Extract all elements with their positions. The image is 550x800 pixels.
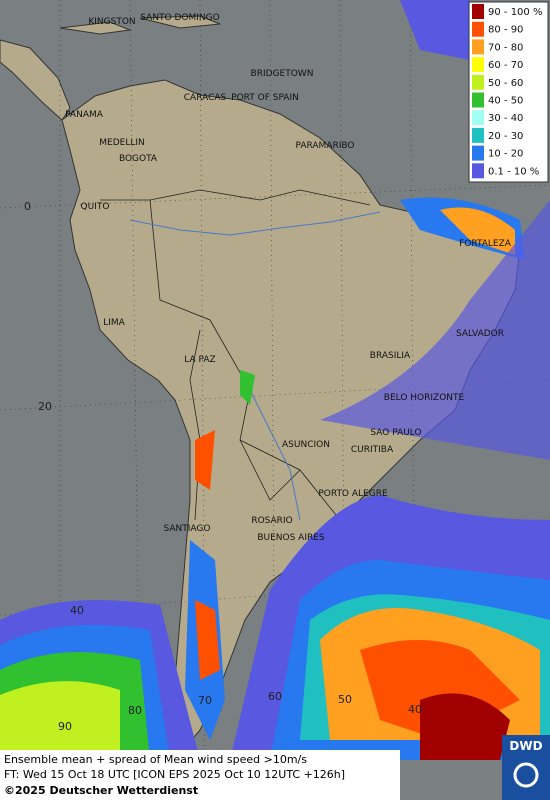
latitude-labels: 0 20 40 bbox=[24, 200, 84, 617]
city-label: BELO HORIZONTE bbox=[384, 393, 465, 403]
legend-label: 0.1 - 10 % bbox=[488, 166, 539, 177]
legend-swatch bbox=[472, 4, 484, 19]
legend-label: 10 - 20 bbox=[488, 149, 523, 160]
city-label: PARAMARIBO bbox=[296, 141, 355, 151]
longitude-labels: 90 80 70 60 50 40 bbox=[58, 690, 422, 733]
city-label: KINGSTON bbox=[88, 17, 135, 27]
city-label: LA PAZ bbox=[184, 355, 215, 365]
footer-title: Ensemble mean + spread of Mean wind spee… bbox=[4, 753, 307, 766]
legend-label: 60 - 70 bbox=[488, 60, 523, 71]
logo-icon bbox=[513, 762, 539, 788]
city-label: BRASILIA bbox=[370, 351, 411, 361]
longitude-label: 90 bbox=[58, 720, 72, 733]
city-label: PORT OF SPAIN bbox=[231, 93, 299, 103]
city-label: LIMA bbox=[103, 318, 125, 328]
legend-swatch bbox=[472, 39, 484, 55]
legend-label: 80 - 90 bbox=[488, 25, 523, 36]
city-label: BRIDGETOWN bbox=[251, 69, 314, 79]
latitude-label: 40 bbox=[70, 604, 84, 617]
legend-label: 30 - 40 bbox=[488, 113, 523, 124]
footer-time: FT: Wed 15 Oct 18 UTC [ICON EPS 2025 Oct… bbox=[4, 768, 345, 781]
legend-label: 20 - 30 bbox=[488, 131, 523, 142]
longitude-label: 40 bbox=[408, 703, 422, 716]
legend-label: 70 - 80 bbox=[488, 42, 523, 53]
city-label: SANTIAGO bbox=[164, 524, 211, 534]
city-label: PANAMA bbox=[65, 110, 104, 120]
legend-swatch bbox=[472, 163, 484, 179]
city-labels: KINGSTON SANTO DOMINGO BRIDGETOWN CARACAS PO… bbox=[65, 13, 512, 543]
longitude-label: 60 bbox=[268, 690, 282, 703]
latitude-label: 20 bbox=[38, 400, 52, 413]
legend-swatch bbox=[472, 145, 484, 161]
legend-swatch bbox=[472, 92, 484, 108]
legend-swatch bbox=[472, 127, 484, 143]
rivers bbox=[129, 211, 381, 521]
city-label: BOGOTA bbox=[119, 154, 158, 164]
legend-swatch bbox=[472, 74, 484, 90]
longitude-label: 80 bbox=[128, 704, 142, 717]
city-label: ROSARIO bbox=[251, 516, 292, 526]
logo: DWD bbox=[509, 739, 542, 753]
city-label: QUITO bbox=[81, 202, 110, 212]
legend-label: 50 - 60 bbox=[488, 78, 523, 89]
longitude-label: 70 bbox=[198, 694, 212, 707]
land bbox=[0, 15, 521, 743]
city-label: ASUNCION bbox=[282, 440, 330, 450]
city-label: SAO PAULO bbox=[370, 428, 421, 438]
city-label: MEDELLIN bbox=[99, 138, 144, 148]
logo-box bbox=[502, 735, 550, 800]
city-label: BUENOS AIRES bbox=[257, 533, 325, 543]
city-label: CARACAS bbox=[184, 93, 227, 103]
legend: 90 - 100 % 80 - 90 70 - 80 60 - 70 50 - 60 40… bbox=[468, 1, 549, 183]
city-label: CURITIBA bbox=[351, 445, 394, 455]
legend-label: 90 - 100 % bbox=[488, 7, 542, 18]
legend-swatch bbox=[472, 21, 484, 37]
wind-probability bbox=[0, 0, 550, 760]
city-label: SANTO DOMINGO bbox=[140, 13, 219, 23]
city-label: SALVADOR bbox=[456, 329, 504, 339]
footer-box bbox=[0, 750, 400, 800]
longitude-label: 50 bbox=[338, 693, 352, 706]
copyright: ©2025 Deutscher Wetterdienst bbox=[4, 784, 198, 797]
legend-label: 40 - 50 bbox=[488, 96, 523, 107]
city-label: FORTALEZA bbox=[459, 239, 512, 249]
legend-swatch bbox=[472, 110, 484, 126]
latitude-label: 0 bbox=[24, 200, 31, 213]
city-label: PORTO ALEGRE bbox=[318, 489, 388, 499]
legend-swatch bbox=[472, 57, 484, 73]
